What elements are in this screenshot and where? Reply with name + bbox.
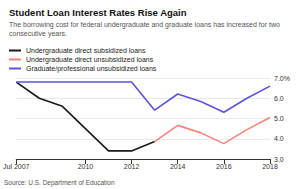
svg-text:3.0: 3.0	[274, 156, 284, 163]
svg-text:Jul 2007: Jul 2007	[3, 163, 30, 170]
svg-text:2010: 2010	[78, 163, 94, 170]
svg-text:2014: 2014	[170, 163, 186, 170]
svg-text:Student Loan Interest Rates Ri: Student Loan Interest Rates Rise Again	[9, 7, 187, 18]
svg-text:Undergraduate direct subsidize: Undergraduate direct subsidized loans	[26, 47, 146, 55]
svg-text:Graduate/professional unsubsid: Graduate/professional unsubsidized loans	[26, 65, 157, 73]
svg-text:consecutive years.: consecutive years.	[9, 30, 67, 38]
svg-text:2018: 2018	[262, 163, 278, 170]
svg-text:5.0: 5.0	[274, 115, 284, 122]
svg-text:2012: 2012	[124, 163, 140, 170]
svg-text:2016: 2016	[216, 163, 232, 170]
svg-text:6.0: 6.0	[274, 95, 284, 102]
svg-text:Undergraduate direct unsubsidi: Undergraduate direct unsubsidized loans	[26, 56, 154, 64]
svg-text:4.0: 4.0	[274, 135, 284, 142]
svg-text:Source: U.S. Department of Edu: Source: U.S. Department of Education	[4, 179, 115, 187]
svg-text:The borrowing cost for federal: The borrowing cost for federal undergrad…	[9, 21, 282, 29]
svg-text:7.0%: 7.0%	[274, 75, 290, 82]
